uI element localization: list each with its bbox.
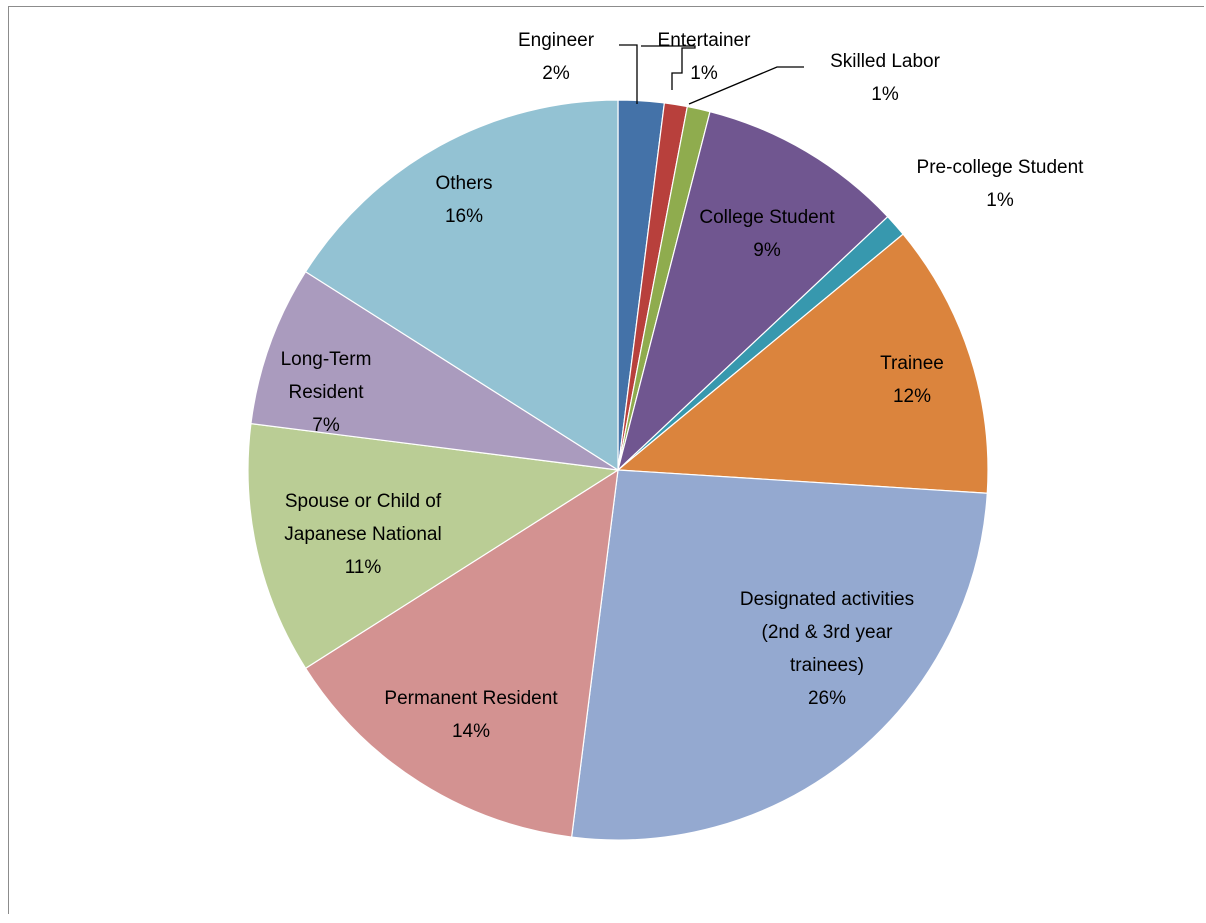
label-pre-college-student-line-1: Pre-college Student [917, 157, 1085, 178]
label-college-student-line-2: 9% [753, 240, 781, 261]
label-trainee-line-1: Trainee [880, 353, 944, 374]
label-entertainer: Entertainer 1% [658, 30, 752, 84]
label-engineer: Engineer 2% [518, 30, 595, 84]
label-spouse-or-child-line-2: Japanese National [284, 524, 441, 545]
label-trainee-line-2: 12% [893, 386, 931, 407]
label-skilled-labor-line-2: 1% [871, 84, 899, 105]
label-engineer-line-1: Engineer [518, 30, 595, 51]
label-designated-activities-line-2: (2nd & 3rd year [762, 622, 894, 643]
label-entertainer-line-2: 1% [690, 63, 718, 84]
label-pre-college-student: Pre-college Student 1% [917, 157, 1085, 211]
pie-slice-spouse-or-child [247, 422, 620, 670]
label-college-student-line-1: College Student [699, 207, 835, 228]
leader-lines [619, 44, 804, 105]
labels-layer: Engineer 2% Entertainer 1% Skilled Labor 1% Co… [281, 30, 1085, 742]
leader-line-entertainer [641, 45, 696, 90]
label-long-term-resident-line-2: Resident [289, 382, 365, 403]
label-long-term-resident-line-1: Long-Term [281, 349, 372, 370]
label-permanent-resident-line-1: Permanent Resident [384, 688, 558, 709]
label-permanent-resident: Permanent Resident 14% [384, 688, 558, 742]
pie-chart: Engineer 2% Entertainer 1% Skilled Labor 1% Co… [247, 30, 1085, 841]
pie-slice-college-student [616, 110, 889, 472]
pie-slice-permanent-resident [304, 468, 619, 838]
label-permanent-resident-line-2: 14% [452, 721, 490, 742]
label-designated-activities-line-4: 26% [808, 688, 846, 709]
label-others-line-2: 16% [445, 206, 483, 227]
label-spouse-or-child: Spouse or Child of Japanese National 11% [284, 491, 442, 578]
label-spouse-or-child-line-3: 11% [345, 557, 382, 578]
label-designated-activities-line-1: Designated activities [740, 589, 914, 610]
label-pre-college-student-line-2: 1% [986, 190, 1014, 211]
label-entertainer-line-1: Entertainer [658, 30, 752, 51]
label-designated-activities: Designated activities (2nd & 3rd year trai… [740, 589, 914, 709]
label-long-term-resident: Long-Term Resident 7% [281, 349, 372, 436]
slices-layer [247, 99, 989, 841]
label-others-line-1: Others [435, 173, 492, 194]
chart-area: Engineer 2% Entertainer 1% Skilled Labor 1% Co… [8, 6, 1204, 914]
label-spouse-or-child-line-1: Spouse or Child of [285, 491, 442, 512]
leader-line-engineer [619, 44, 638, 104]
label-designated-activities-line-3: trainees) [790, 655, 864, 676]
pie-slice-others [304, 99, 619, 472]
label-others: Others 16% [435, 173, 492, 227]
leader-line-skilled-labor [688, 66, 804, 105]
label-skilled-labor: Skilled Labor 1% [830, 51, 941, 105]
label-skilled-labor-line-1: Skilled Labor [830, 51, 941, 72]
label-engineer-line-2: 2% [542, 63, 570, 84]
label-trainee: Trainee 12% [880, 353, 944, 407]
pie-slice-designated-activities [570, 469, 988, 841]
pie-slice-trainee [616, 233, 989, 494]
pie-slice-long-term-resident [250, 270, 619, 471]
label-college-student: College Student 9% [699, 207, 835, 261]
label-long-term-resident-line-3: 7% [312, 415, 340, 436]
